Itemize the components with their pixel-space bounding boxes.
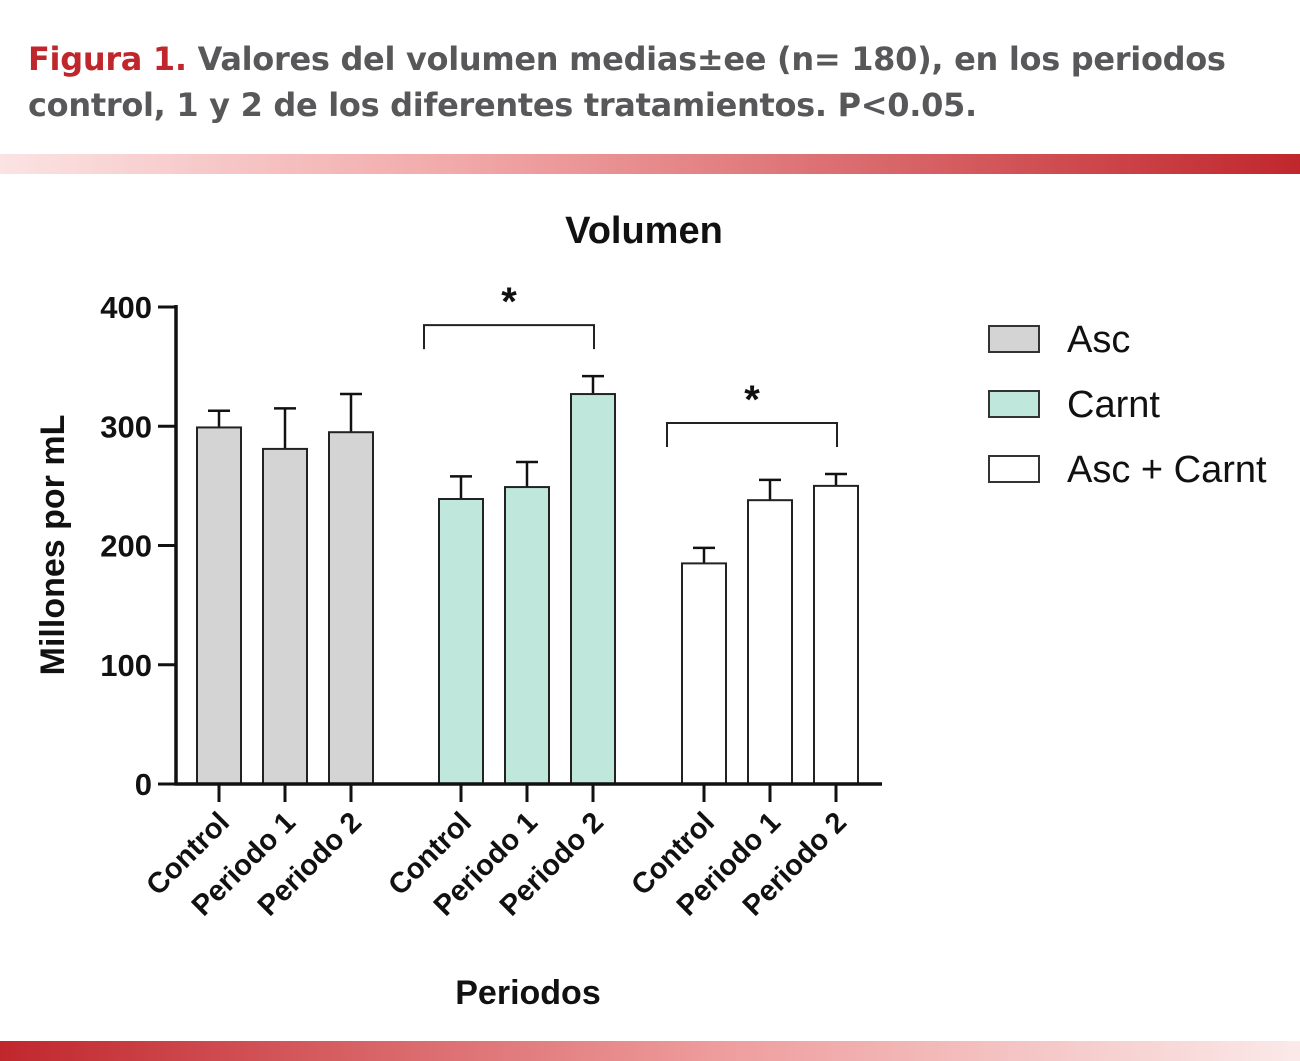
x-axis-label: Periodos <box>455 974 600 1012</box>
legend-label: Asc + Carnt <box>1067 449 1267 491</box>
y-tick-label: 100 <box>100 648 152 683</box>
figure-label: Figura 1. <box>28 40 187 78</box>
y-axis-label: Millones por mL <box>34 415 72 676</box>
chart-title: Volumen <box>565 210 723 252</box>
y-tick-label: 400 <box>100 290 152 325</box>
figure-caption: Figura 1. Valores del volumen medias±ee … <box>28 36 1278 128</box>
bar <box>504 486 550 785</box>
bar <box>570 393 616 785</box>
bar <box>438 497 484 785</box>
significance-bracket <box>423 324 595 350</box>
bar <box>681 562 727 786</box>
bar <box>328 431 374 785</box>
bar <box>813 484 859 785</box>
legend-swatch <box>988 390 1040 418</box>
legend-swatch <box>988 325 1040 353</box>
bar <box>196 426 242 785</box>
top-decorative-band <box>0 154 1300 174</box>
significance-marker: * <box>744 378 760 422</box>
bar <box>747 499 793 785</box>
y-tick-label: 200 <box>100 529 152 564</box>
y-tick-label: 0 <box>135 767 152 802</box>
bar <box>262 447 308 785</box>
legend-swatch <box>988 455 1040 483</box>
bottom-decorative-band <box>0 1041 1300 1061</box>
y-tick-label: 300 <box>100 409 152 444</box>
significance-marker: * <box>501 280 517 324</box>
legend-label: Asc <box>1067 319 1130 361</box>
significance-bracket <box>666 421 838 447</box>
caption-text: Valores del volumen medias±ee (n= 180), … <box>28 40 1226 124</box>
legend-label: Carnt <box>1067 384 1160 426</box>
